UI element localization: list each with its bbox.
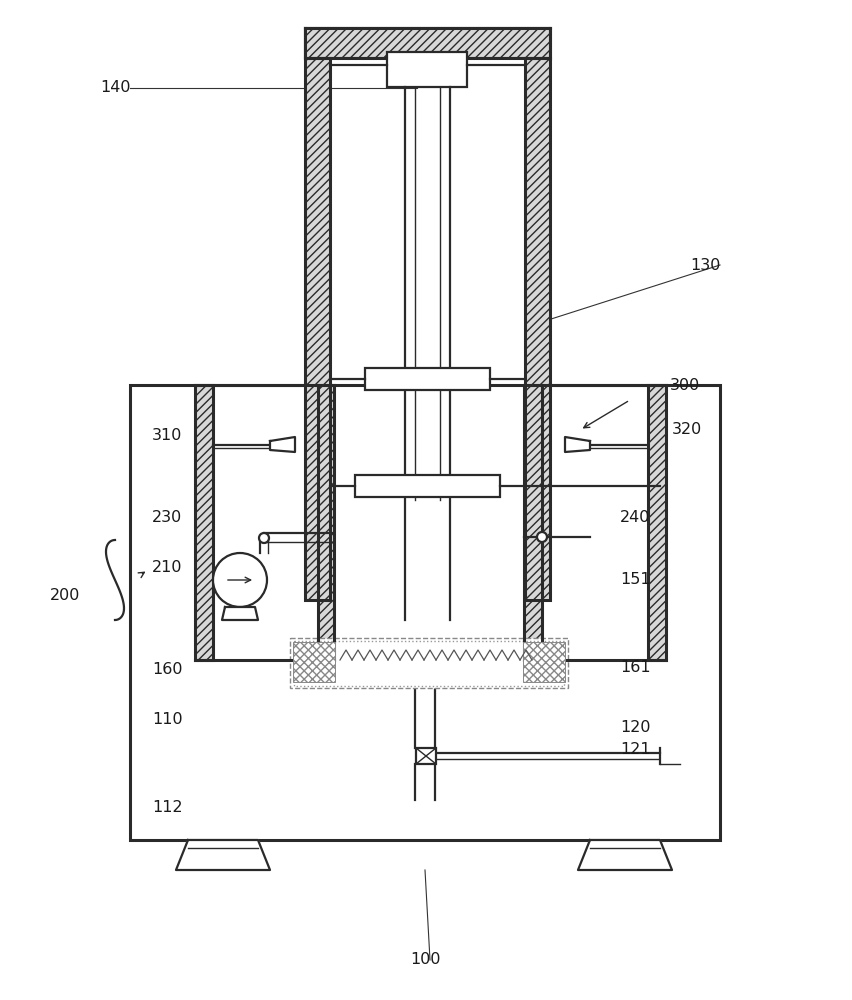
Bar [648,385,666,660]
Bar [318,385,334,660]
Text: 110: 110 [152,712,182,728]
Bar [305,28,550,58]
Bar [524,385,542,660]
Bar [195,385,213,660]
Polygon shape [565,437,590,452]
Bar [318,385,334,660]
Bar [525,58,550,600]
Bar [305,28,550,58]
Text: 310: 310 [152,428,182,442]
Circle shape [537,532,547,542]
Text: 161: 161 [620,660,651,676]
Text: 151: 151 [620,572,651,587]
Circle shape [213,553,267,607]
Polygon shape [222,607,258,620]
Text: 112: 112 [152,800,182,816]
Bar [416,748,436,764]
Bar [365,368,490,390]
Bar [305,58,330,600]
Bar [387,52,467,87]
Text: 320: 320 [672,422,702,438]
Text: 121: 121 [620,742,651,758]
Text: 140: 140 [100,81,130,96]
Text: 230: 230 [152,510,182,526]
Text: 100: 100 [410,952,440,968]
Bar [525,58,550,600]
Bar [294,641,564,686]
Polygon shape [270,437,295,452]
Bar [195,385,213,660]
Text: 120: 120 [620,720,650,736]
Text: 200: 200 [50,587,80,602]
Bar [290,638,568,688]
Bar [293,642,335,682]
Bar [524,385,542,660]
Bar [523,642,565,682]
Polygon shape [578,840,672,870]
Text: 130: 130 [690,257,721,272]
Text: 160: 160 [152,662,182,678]
Polygon shape [176,840,270,870]
Circle shape [259,533,269,543]
Bar [130,385,720,840]
Bar [355,475,500,497]
Text: 240: 240 [620,510,650,526]
Text: 210: 210 [152,560,182,576]
Bar [648,385,666,660]
Bar [305,58,330,600]
Text: 300: 300 [670,377,700,392]
